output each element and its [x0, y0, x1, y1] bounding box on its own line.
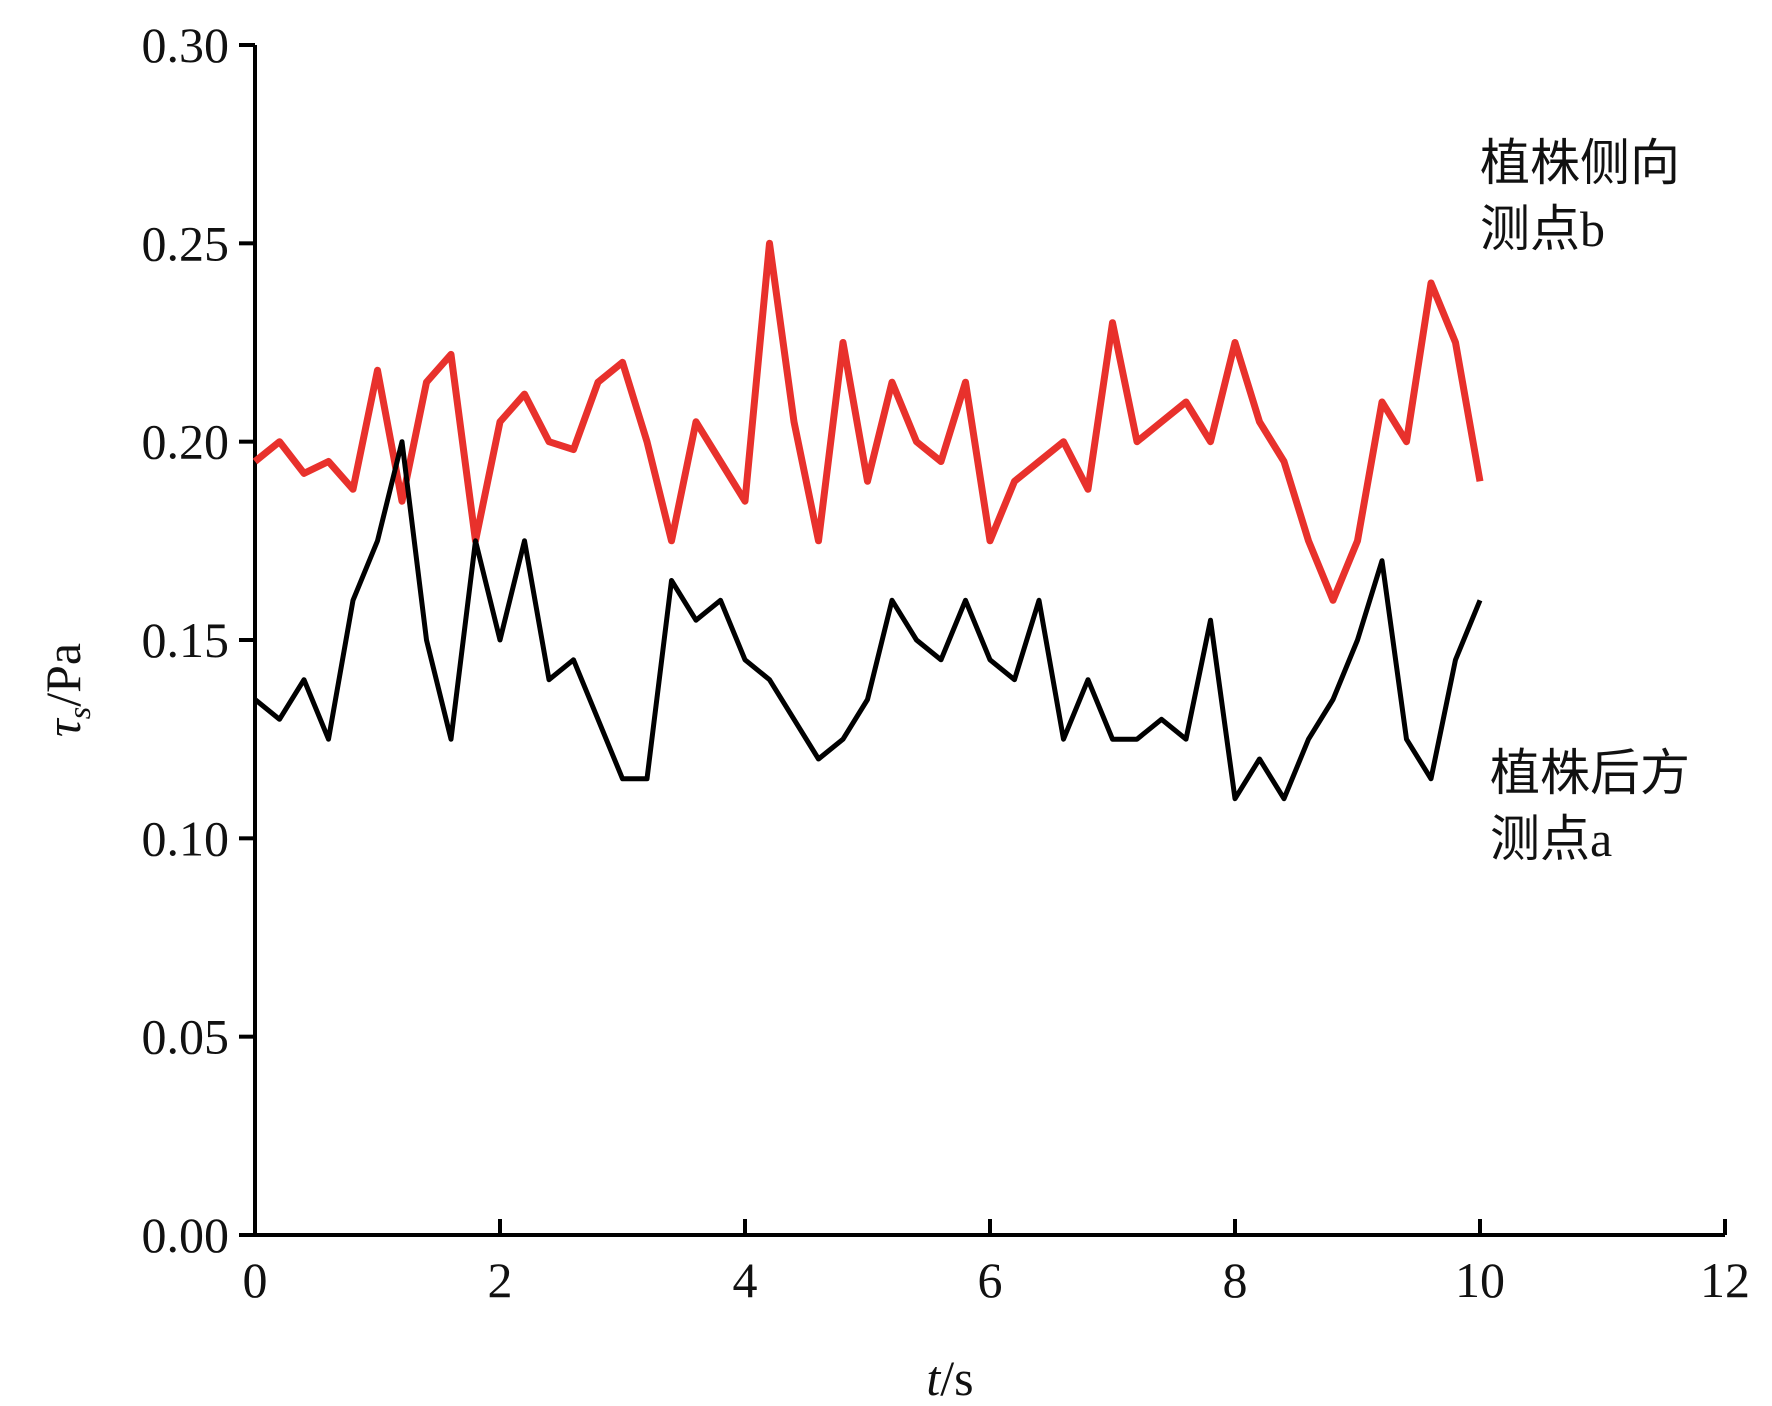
series-label: 测点a — [1490, 811, 1612, 867]
y-tick-label: 0.30 — [142, 17, 230, 73]
x-tick-label: 2 — [488, 1252, 513, 1308]
y-tick-label: 0.05 — [142, 1009, 230, 1065]
x-tick-label: 4 — [733, 1252, 758, 1308]
y-tick-label: 0.20 — [142, 414, 230, 470]
x-axis-unit: /s — [940, 1350, 973, 1406]
x-tick-label: 8 — [1223, 1252, 1248, 1308]
y-tick-label: 0.25 — [142, 215, 230, 271]
series-label: 测点b — [1480, 201, 1605, 257]
y-tick-label: 0.15 — [142, 612, 230, 668]
series-label: 植株后方 — [1490, 745, 1690, 801]
y-tick-label: 0.10 — [142, 810, 230, 866]
y-axis-unit: /Pa — [35, 643, 91, 707]
series-line — [252, 239, 1484, 604]
x-tick-label: 6 — [978, 1252, 1003, 1308]
x-tick-label: 0 — [243, 1252, 268, 1308]
x-axis-var: t — [926, 1350, 941, 1406]
y-axis-var: τ — [35, 717, 91, 737]
series-line — [253, 439, 1483, 802]
y-axis-sub: s — [61, 707, 97, 719]
x-tick-label: 10 — [1455, 1252, 1505, 1308]
x-tick-label: 12 — [1700, 1252, 1750, 1308]
series-label: 植株侧向 — [1480, 135, 1680, 191]
y-axis-label: τs/Pa — [35, 643, 97, 737]
x-axis-label: t/s — [926, 1350, 973, 1406]
y-tick-label: 0.00 — [142, 1207, 230, 1263]
